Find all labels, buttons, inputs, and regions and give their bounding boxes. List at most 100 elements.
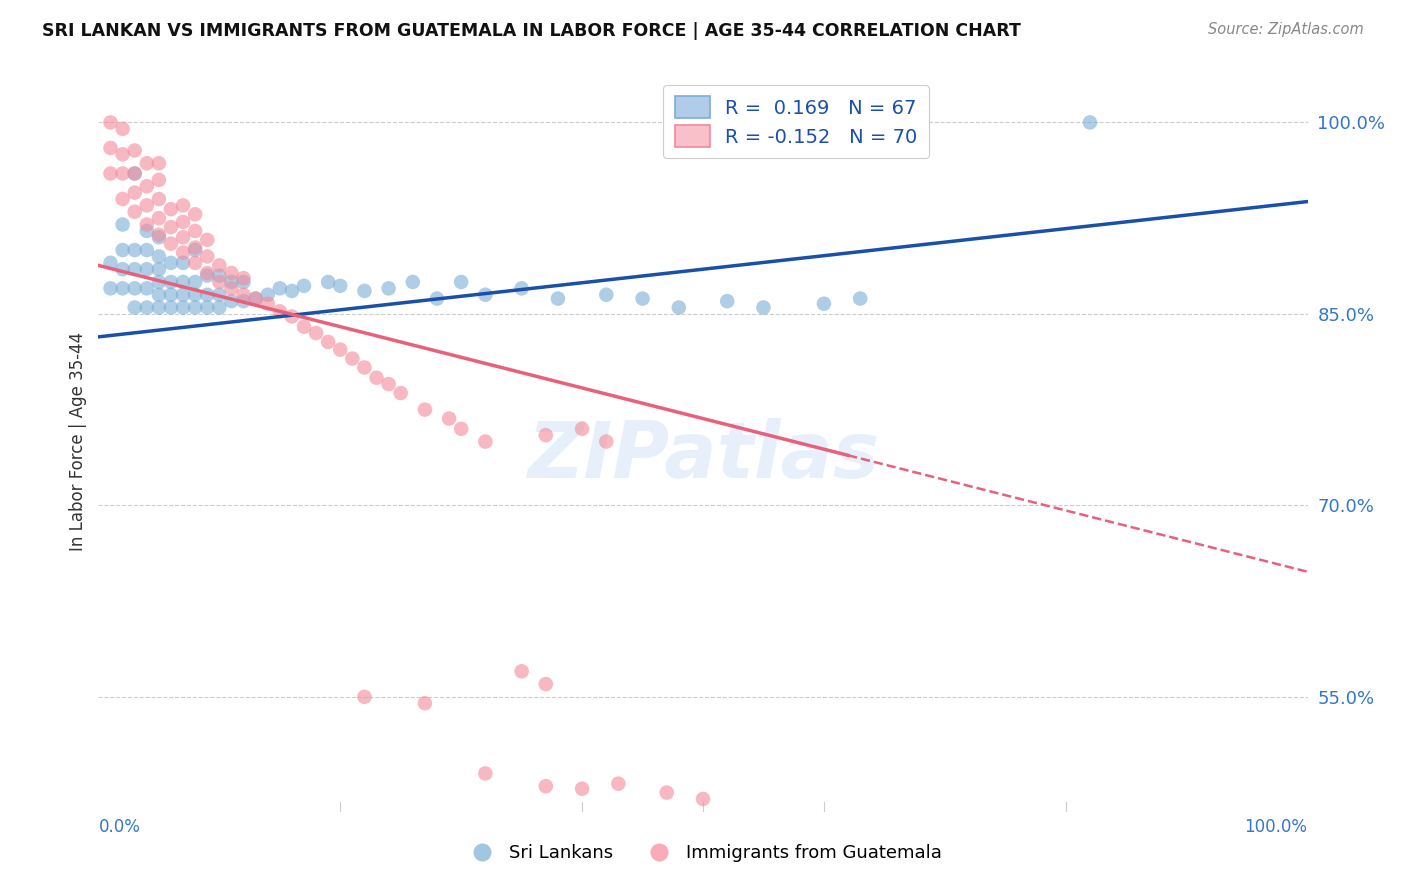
Point: [426, 292, 449, 306]
Point: [316, 275, 339, 289]
Point: [692, 792, 714, 806]
Point: [124, 166, 146, 180]
Point: [208, 259, 231, 273]
Point: [595, 434, 617, 449]
Point: [256, 296, 278, 310]
Point: [172, 287, 194, 301]
Point: [437, 411, 460, 425]
Text: Source: ZipAtlas.com: Source: ZipAtlas.com: [1208, 22, 1364, 37]
Text: ZIPatlas: ZIPatlas: [527, 418, 879, 494]
Point: [160, 275, 183, 289]
Point: [148, 262, 170, 277]
Point: [1078, 115, 1101, 129]
Point: [100, 281, 122, 295]
Point: [160, 301, 183, 315]
Point: [184, 243, 207, 257]
Point: [124, 144, 146, 158]
Point: [160, 202, 183, 217]
Point: [316, 334, 339, 349]
Point: [474, 287, 496, 301]
Point: [232, 294, 254, 309]
Point: [135, 243, 157, 257]
Point: [195, 268, 218, 283]
Point: [342, 351, 364, 366]
Point: [148, 275, 170, 289]
Point: [595, 287, 617, 301]
Point: [148, 156, 170, 170]
Point: [148, 250, 170, 264]
Point: [292, 319, 315, 334]
Point: [160, 256, 183, 270]
Point: [232, 275, 254, 289]
Point: [366, 370, 388, 384]
Point: [245, 292, 267, 306]
Point: [148, 227, 170, 242]
Point: [510, 665, 533, 679]
Point: [269, 304, 291, 318]
Point: [100, 256, 122, 270]
Legend: Sri Lankans, Immigrants from Guatemala: Sri Lankans, Immigrants from Guatemala: [457, 838, 949, 870]
Point: [184, 224, 207, 238]
Point: [100, 115, 122, 129]
Point: [389, 386, 412, 401]
Point: [184, 256, 207, 270]
Point: [402, 275, 425, 289]
Point: [474, 434, 496, 449]
Point: [111, 166, 134, 180]
Point: [413, 696, 436, 710]
Point: [534, 428, 557, 442]
Point: [195, 287, 218, 301]
Point: [111, 262, 134, 277]
Point: [292, 278, 315, 293]
Point: [232, 287, 254, 301]
Point: [124, 301, 146, 315]
Point: [172, 301, 194, 315]
Point: [607, 777, 630, 791]
Point: [547, 292, 569, 306]
Y-axis label: In Labor Force | Age 35-44: In Labor Force | Age 35-44: [69, 332, 87, 551]
Point: [111, 147, 134, 161]
Point: [172, 256, 194, 270]
Point: [208, 287, 231, 301]
Point: [221, 294, 243, 309]
Point: [474, 766, 496, 780]
Point: [208, 301, 231, 315]
Point: [111, 121, 134, 136]
Point: [135, 262, 157, 277]
Point: [353, 284, 375, 298]
Point: [184, 287, 207, 301]
Point: [208, 268, 231, 283]
Point: [124, 166, 146, 180]
Point: [450, 422, 472, 436]
Point: [631, 292, 654, 306]
Point: [160, 236, 183, 251]
Point: [510, 281, 533, 295]
Point: [172, 230, 194, 244]
Point: [413, 402, 436, 417]
Point: [148, 173, 170, 187]
Text: 0.0%: 0.0%: [98, 818, 141, 836]
Point: [148, 230, 170, 244]
Point: [195, 301, 218, 315]
Point: [172, 198, 194, 212]
Point: [111, 218, 134, 232]
Point: [752, 301, 775, 315]
Point: [172, 215, 194, 229]
Point: [281, 284, 304, 298]
Point: [221, 266, 243, 280]
Point: [195, 233, 218, 247]
Point: [221, 281, 243, 295]
Point: [135, 281, 157, 295]
Point: [245, 292, 267, 306]
Point: [160, 220, 183, 235]
Point: [184, 275, 207, 289]
Point: [571, 422, 593, 436]
Point: [377, 281, 399, 295]
Point: [172, 275, 194, 289]
Point: [124, 281, 146, 295]
Point: [124, 186, 146, 200]
Point: [305, 326, 328, 340]
Point: [281, 310, 304, 324]
Point: [353, 360, 375, 375]
Point: [111, 281, 134, 295]
